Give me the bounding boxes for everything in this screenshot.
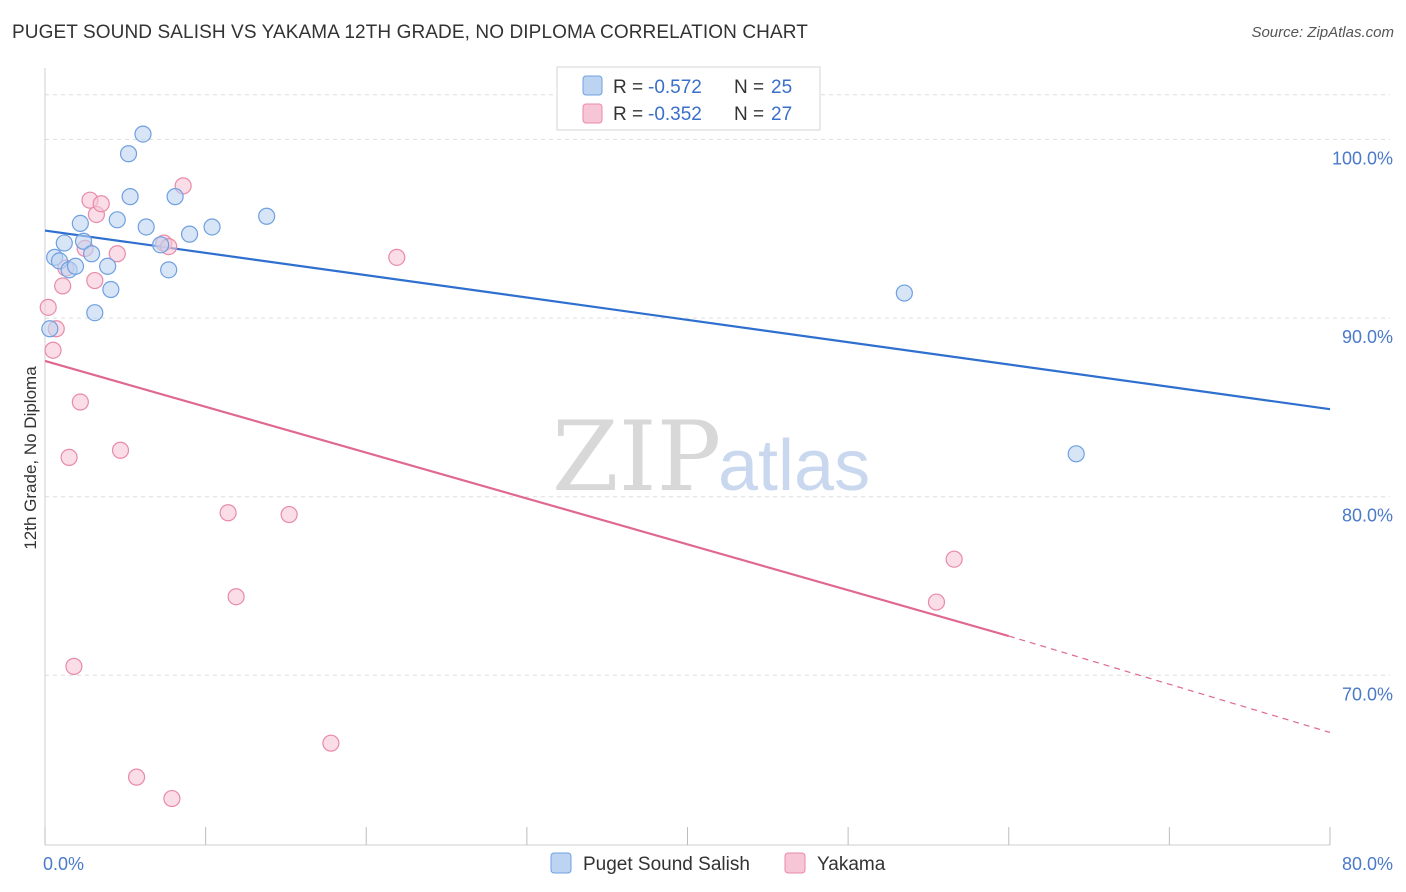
legend-r-label-2: R = [613,104,643,125]
legend-r-value-1: -0.572 [648,77,702,98]
point-puget [108,211,126,229]
chart-title: PUGET SOUND SALISH VS YAKAMA 12TH GRADE,… [12,22,808,43]
point-puget [1067,445,1085,463]
point-puget [137,218,155,236]
watermark-atlas: atlas [718,426,870,506]
y-tick-label: 70.0% [1342,684,1393,704]
legend-n-value-2: 27 [771,104,792,125]
point-yakama [60,448,78,466]
y-ticks: 70.0% 80.0% 90.0% 100.0% [1332,148,1393,704]
point-puget [86,304,104,322]
trend-line-yakama-extension [1008,635,1331,734]
point-yakama [127,768,146,786]
point-puget [895,284,913,302]
point-puget [203,218,221,236]
point-yakama [108,245,126,263]
point-yakama [227,588,245,606]
watermark-zip: ZIP [552,401,721,513]
point-yakama [54,277,72,295]
point-yakama [86,271,104,290]
bottom-legend: Puget Sound Salish Yakama [550,852,886,875]
legend-n-label-1: N = [734,77,764,98]
trend-line-puget [44,229,1331,411]
point-yakama [111,441,130,459]
point-puget [160,261,178,279]
bottom-legend-label-puget: Puget Sound Salish [583,854,750,875]
point-puget [258,207,276,225]
point-puget [74,232,93,250]
point-puget [41,320,59,338]
legend-n-label-2: N = [734,104,764,125]
legend-r-value-2: -0.352 [648,104,702,125]
x-tick-label-start: 0.0% [43,854,84,874]
point-yakama [280,505,298,524]
trend-line-yakama [44,359,1010,638]
legend-swatch-pink [582,103,603,124]
y-tick-label: 100.0% [1332,148,1393,168]
bottom-legend-swatch-blue [550,852,572,874]
x-tick-label-end: 80.0% [1342,854,1393,874]
bottom-legend-label-yakama: Yakama [817,854,886,875]
point-puget [166,188,184,206]
data-points [39,125,1085,808]
y-axis-label: 12th Grade, No Diploma [21,366,40,550]
point-puget [102,280,120,299]
point-yakama [44,341,62,359]
point-yakama [163,789,181,808]
y-tick-label: 80.0% [1342,506,1393,526]
point-yakama [92,195,110,213]
point-yakama [322,734,340,752]
legend-swatch-blue [582,75,603,96]
point-puget [82,245,101,263]
legend-n-value-1: 25 [771,77,792,98]
point-yakama [71,393,89,411]
legend-r-label-1: R = [613,77,643,98]
y-tick-label: 90.0% [1342,327,1393,347]
bottom-legend-swatch-pink [784,852,806,874]
point-puget [180,225,199,243]
point-puget [152,236,170,254]
legend: R = -0.572 N = 25 R = -0.352 N = 27 [556,66,821,131]
watermark: ZIP atlas [552,401,870,513]
point-puget [99,257,117,275]
point-yakama [65,657,83,675]
point-puget [55,234,73,252]
point-yakama [388,248,406,266]
point-yakama [39,298,57,316]
point-yakama [219,504,237,522]
point-yakama [945,550,963,568]
trend-lines [44,229,1331,734]
source-credit: Source: ZipAtlas.com [1251,24,1394,41]
gridlines [45,94,1390,676]
point-puget [66,257,85,275]
point-puget [121,188,139,206]
point-puget [71,214,89,232]
point-yakama [927,593,946,611]
point-puget [134,125,152,143]
point-puget [119,145,138,163]
x-ticks: 0.0% 80.0% [43,827,1393,874]
